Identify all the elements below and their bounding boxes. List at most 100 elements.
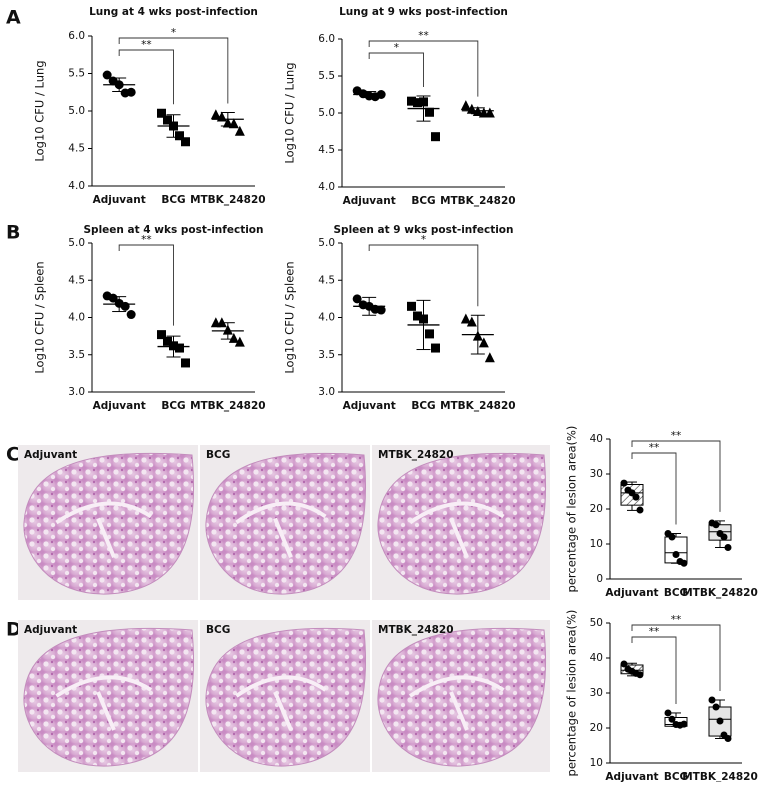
y-axis-label: Log10 CFU / Spleen bbox=[283, 261, 297, 373]
data-point bbox=[126, 310, 136, 320]
y-axis-label: Log10 CFU / Spleen bbox=[33, 261, 47, 373]
panel-label: D bbox=[6, 619, 22, 641]
error-bar bbox=[416, 299, 431, 351]
significance-bracket bbox=[631, 624, 721, 691]
data-point bbox=[664, 709, 672, 717]
y-tick-label: 30 bbox=[590, 468, 603, 480]
data-point bbox=[181, 358, 190, 368]
data-point bbox=[102, 70, 112, 80]
data-point bbox=[708, 696, 716, 704]
x-tick-label: BCG bbox=[411, 195, 435, 207]
data-point bbox=[460, 100, 471, 111]
chart-title: Lung at 4 wks post-infection bbox=[89, 6, 258, 18]
significance-bracket bbox=[368, 40, 479, 97]
y-tick-label: 4.0 bbox=[68, 180, 85, 192]
x-tick-label: MTBK_24820 bbox=[190, 400, 266, 412]
y-tick-label: 5.0 bbox=[318, 107, 335, 119]
chart-title: Lung at 9 wks post-infection bbox=[339, 6, 508, 18]
significance-label: ** bbox=[649, 626, 660, 638]
y-tick-label: 5.0 bbox=[318, 237, 335, 249]
data-point bbox=[181, 137, 190, 147]
significance-bracket bbox=[118, 244, 174, 326]
y-tick-label: 4.5 bbox=[68, 143, 85, 155]
data-point bbox=[234, 125, 245, 136]
data-point bbox=[108, 293, 118, 303]
data-point bbox=[724, 735, 732, 742]
data-point bbox=[376, 305, 386, 315]
y-tick-label: 20 bbox=[590, 722, 603, 734]
micrograph-label: Adjuvant bbox=[24, 449, 77, 461]
y-tick-label: 3.5 bbox=[68, 349, 85, 361]
data-point bbox=[716, 717, 724, 725]
significance-label: ** bbox=[649, 442, 660, 454]
significance-bracket bbox=[118, 49, 174, 105]
micrograph-label: BCG bbox=[206, 449, 230, 461]
data-point bbox=[175, 131, 184, 141]
significance-bracket bbox=[368, 244, 479, 307]
micrograph-tissue bbox=[205, 452, 367, 595]
data-point bbox=[120, 301, 130, 311]
micrograph-label: Adjuvant bbox=[24, 624, 77, 636]
y-tick-label: 40 bbox=[590, 433, 603, 445]
data-point bbox=[484, 352, 495, 363]
y-axis-label: percentage of lesion area(%) bbox=[565, 426, 579, 593]
error-bar bbox=[220, 322, 235, 340]
error-bar bbox=[362, 91, 377, 98]
data-point bbox=[478, 337, 489, 348]
x-tick-label: Adjuvant bbox=[343, 195, 396, 207]
error-bar bbox=[220, 112, 235, 127]
significance-label: ** bbox=[671, 614, 682, 626]
chart-title: Spleen at 9 wks post-infection bbox=[333, 224, 513, 236]
significance-label: ** bbox=[418, 30, 429, 42]
x-tick-label: BCG bbox=[664, 587, 688, 599]
data-point bbox=[431, 343, 440, 353]
significance-label: * bbox=[421, 234, 426, 246]
micrograph-tissue bbox=[205, 627, 367, 767]
y-tick-label: 0 bbox=[596, 573, 603, 585]
data-point bbox=[712, 703, 720, 711]
data-point bbox=[163, 336, 172, 346]
y-tick-label: 5.5 bbox=[68, 68, 85, 80]
y-tick-label: 3.0 bbox=[68, 386, 85, 398]
y-tick-label: 6.0 bbox=[68, 30, 85, 42]
y-tick-label: 30 bbox=[590, 687, 603, 699]
y-tick-label: 10 bbox=[590, 538, 603, 550]
micrograph-airway bbox=[408, 501, 505, 559]
data-point bbox=[720, 533, 728, 541]
y-tick-label: 50 bbox=[590, 617, 603, 629]
x-tick-label: BCG bbox=[161, 194, 185, 206]
y-axis-label: Log10 CFU / Lung bbox=[283, 62, 297, 163]
y-tick-label: 10 bbox=[590, 757, 603, 769]
data-point bbox=[407, 96, 416, 106]
error-bar bbox=[416, 95, 431, 122]
significance-label: * bbox=[394, 42, 399, 54]
micrograph-airway bbox=[408, 675, 505, 731]
significance-bracket bbox=[368, 52, 424, 87]
x-tick-label: Adjuvant bbox=[93, 400, 146, 412]
significance-label: * bbox=[171, 27, 176, 39]
data-point bbox=[680, 559, 688, 567]
panel-label: B bbox=[6, 222, 20, 244]
x-tick-label: Adjuvant bbox=[343, 400, 396, 412]
micrograph-tissue bbox=[23, 627, 195, 767]
micrograph-tissue bbox=[377, 452, 547, 595]
data-point bbox=[636, 506, 644, 514]
chart-title: Spleen at 4 wks post-infection bbox=[83, 224, 263, 236]
y-axis-label: Log10 CFU / Lung bbox=[33, 60, 47, 161]
y-tick-label: 5.0 bbox=[68, 237, 85, 249]
x-tick-label: MTBK_24820 bbox=[440, 195, 516, 207]
x-tick-label: Adjuvant bbox=[93, 194, 146, 206]
data-point bbox=[413, 311, 422, 321]
data-point bbox=[620, 660, 628, 668]
y-tick-label: 4.5 bbox=[318, 144, 335, 156]
significance-bracket bbox=[631, 636, 677, 704]
data-point bbox=[157, 108, 166, 118]
error-bar bbox=[112, 296, 127, 313]
micrograph-label: BCG bbox=[206, 624, 230, 636]
error-bar bbox=[470, 107, 485, 115]
data-point bbox=[425, 329, 434, 339]
y-tick-label: 5.5 bbox=[318, 70, 335, 82]
box bbox=[664, 536, 688, 564]
data-point bbox=[712, 521, 720, 529]
data-point bbox=[352, 294, 362, 304]
